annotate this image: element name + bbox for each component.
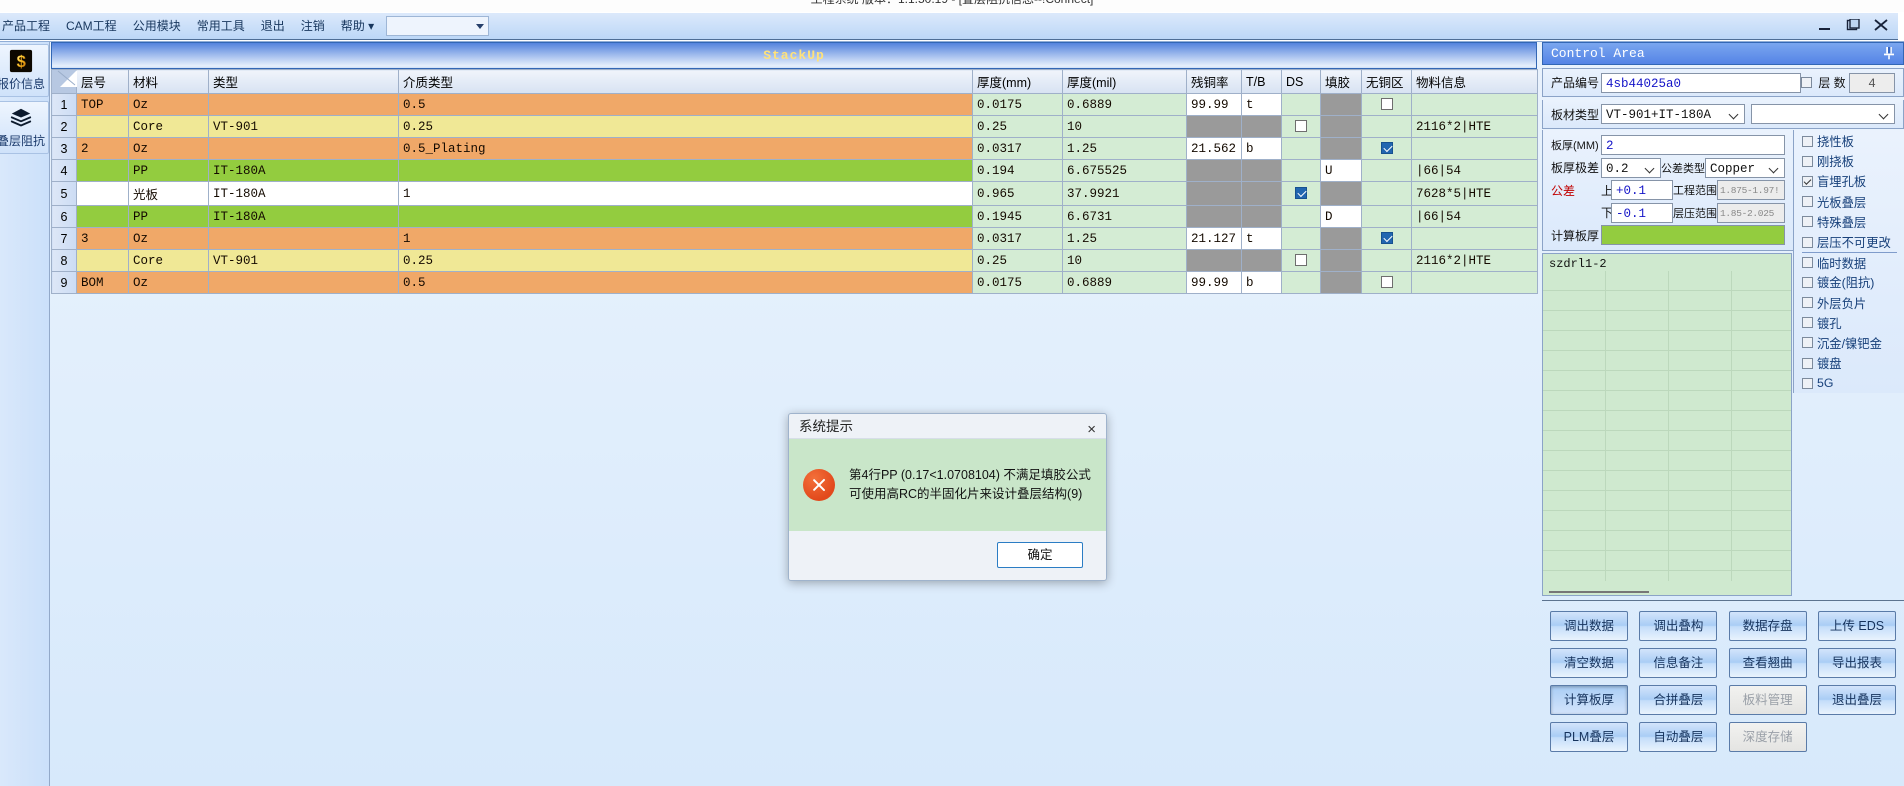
svg-text:$: $ (17, 52, 26, 71)
